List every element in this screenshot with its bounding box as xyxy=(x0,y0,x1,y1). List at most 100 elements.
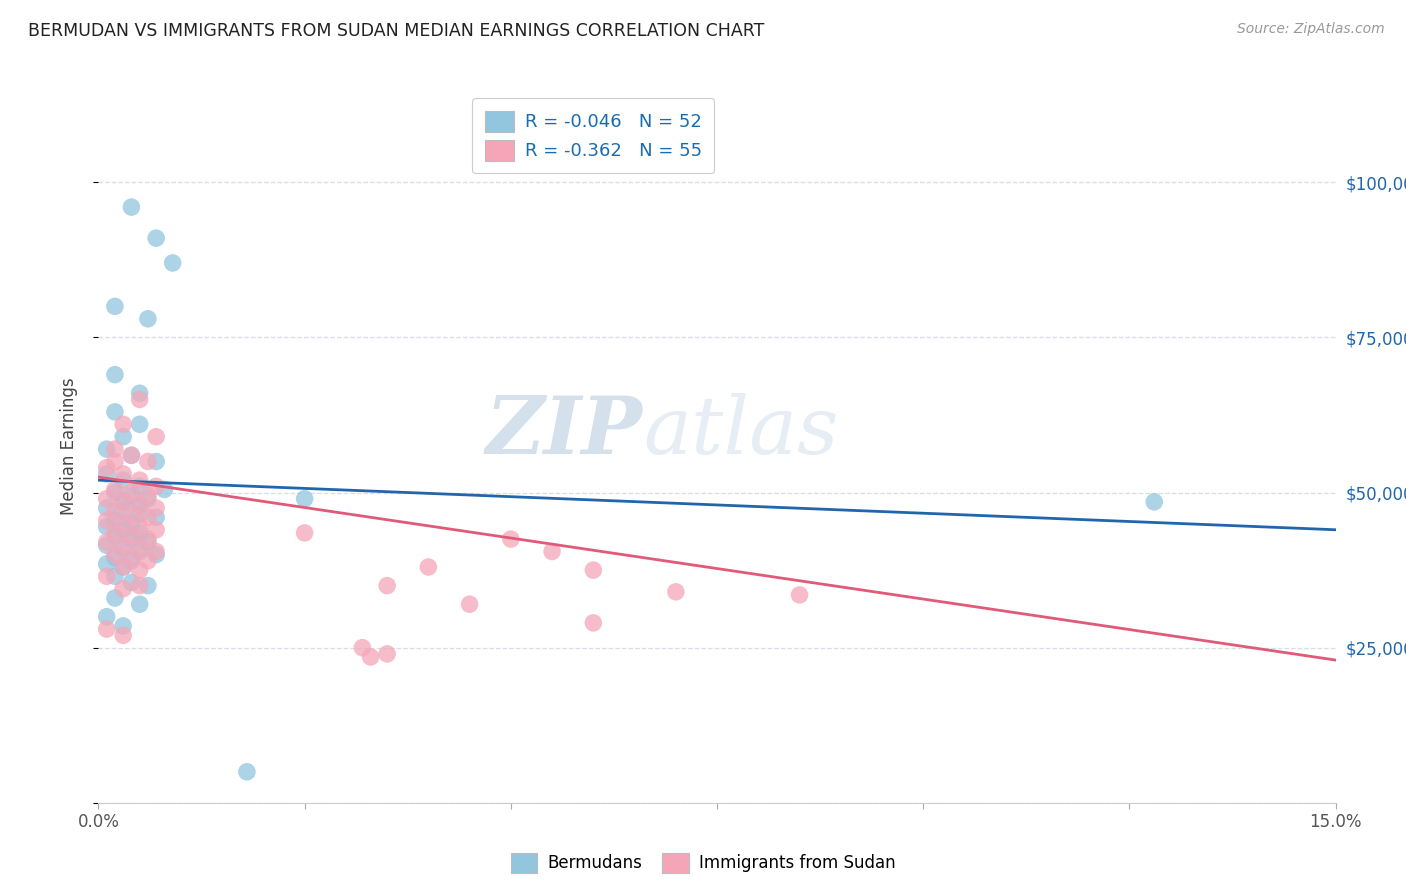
Point xyxy=(120,448,142,462)
Point xyxy=(128,392,150,407)
Point xyxy=(96,535,118,549)
Point xyxy=(104,591,127,605)
Text: BERMUDAN VS IMMIGRANTS FROM SUDAN MEDIAN EARNINGS CORRELATION CHART: BERMUDAN VS IMMIGRANTS FROM SUDAN MEDIAN… xyxy=(28,22,765,40)
Point xyxy=(352,640,374,655)
Point xyxy=(120,516,142,531)
Point xyxy=(112,560,135,574)
Point xyxy=(153,483,176,497)
Point xyxy=(128,498,150,512)
Point xyxy=(112,504,135,518)
Point xyxy=(120,575,142,590)
Point xyxy=(136,535,159,549)
Point xyxy=(136,510,159,524)
Point xyxy=(112,628,135,642)
Point xyxy=(582,563,605,577)
Point xyxy=(104,299,127,313)
Point xyxy=(375,579,398,593)
Point xyxy=(418,560,440,574)
Point xyxy=(128,498,150,512)
Text: Source: ZipAtlas.com: Source: ZipAtlas.com xyxy=(1237,22,1385,37)
Point xyxy=(120,200,142,214)
Point xyxy=(112,417,135,432)
Point xyxy=(120,554,142,568)
Point xyxy=(120,532,142,546)
Point xyxy=(112,619,135,633)
Point xyxy=(145,510,167,524)
Point xyxy=(128,473,150,487)
Point xyxy=(145,479,167,493)
Point xyxy=(294,491,316,506)
Point xyxy=(582,615,605,630)
Point xyxy=(96,519,118,533)
Point xyxy=(96,491,118,506)
Point xyxy=(96,442,118,456)
Point xyxy=(541,544,564,558)
Point xyxy=(145,548,167,562)
Legend: R = -0.046   N = 52, R = -0.362   N = 55: R = -0.046 N = 52, R = -0.362 N = 55 xyxy=(472,98,714,173)
Point xyxy=(104,550,127,565)
Point xyxy=(112,495,135,509)
Point xyxy=(104,548,127,562)
Text: ZIP: ZIP xyxy=(486,393,643,470)
Point xyxy=(120,485,142,500)
Point xyxy=(112,582,135,596)
Point xyxy=(136,532,159,546)
Point xyxy=(128,563,150,577)
Point xyxy=(96,513,118,527)
Point xyxy=(104,483,127,497)
Point xyxy=(120,550,142,565)
Point xyxy=(136,491,159,506)
Point xyxy=(112,473,135,487)
Point xyxy=(128,417,150,432)
Point xyxy=(104,529,127,543)
Point xyxy=(96,538,118,552)
Point xyxy=(120,529,142,543)
Point xyxy=(96,501,118,516)
Point xyxy=(112,467,135,481)
Point xyxy=(162,256,184,270)
Point xyxy=(360,650,382,665)
Point xyxy=(665,584,688,599)
Point xyxy=(128,579,150,593)
Text: atlas: atlas xyxy=(643,393,838,470)
Point xyxy=(96,569,118,583)
Point xyxy=(96,622,118,636)
Legend: Bermudans, Immigrants from Sudan: Bermudans, Immigrants from Sudan xyxy=(503,847,903,880)
Point xyxy=(375,647,398,661)
Point xyxy=(96,557,118,571)
Point xyxy=(96,609,118,624)
Point xyxy=(104,405,127,419)
Point xyxy=(112,516,135,531)
Point xyxy=(145,544,167,558)
Point xyxy=(104,454,127,468)
Point xyxy=(104,513,127,527)
Point xyxy=(236,764,259,779)
Point xyxy=(145,523,167,537)
Point xyxy=(112,495,135,509)
Point xyxy=(112,560,135,574)
Y-axis label: Median Earnings: Median Earnings xyxy=(59,377,77,515)
Point xyxy=(112,523,135,537)
Point xyxy=(128,479,150,493)
Point xyxy=(294,525,316,540)
Point xyxy=(104,569,127,583)
Point xyxy=(128,508,150,522)
Point xyxy=(120,489,142,503)
Point xyxy=(145,231,167,245)
Point xyxy=(96,467,118,481)
Point xyxy=(128,541,150,556)
Point xyxy=(120,448,142,462)
Point xyxy=(112,541,135,556)
Point xyxy=(128,597,150,611)
Point xyxy=(145,501,167,516)
Point xyxy=(104,525,127,540)
Point xyxy=(136,489,159,503)
Point xyxy=(104,442,127,456)
Point xyxy=(499,532,522,546)
Point xyxy=(1143,495,1166,509)
Point xyxy=(458,597,481,611)
Point xyxy=(128,519,150,533)
Point xyxy=(136,454,159,468)
Point xyxy=(136,554,159,568)
Point xyxy=(104,368,127,382)
